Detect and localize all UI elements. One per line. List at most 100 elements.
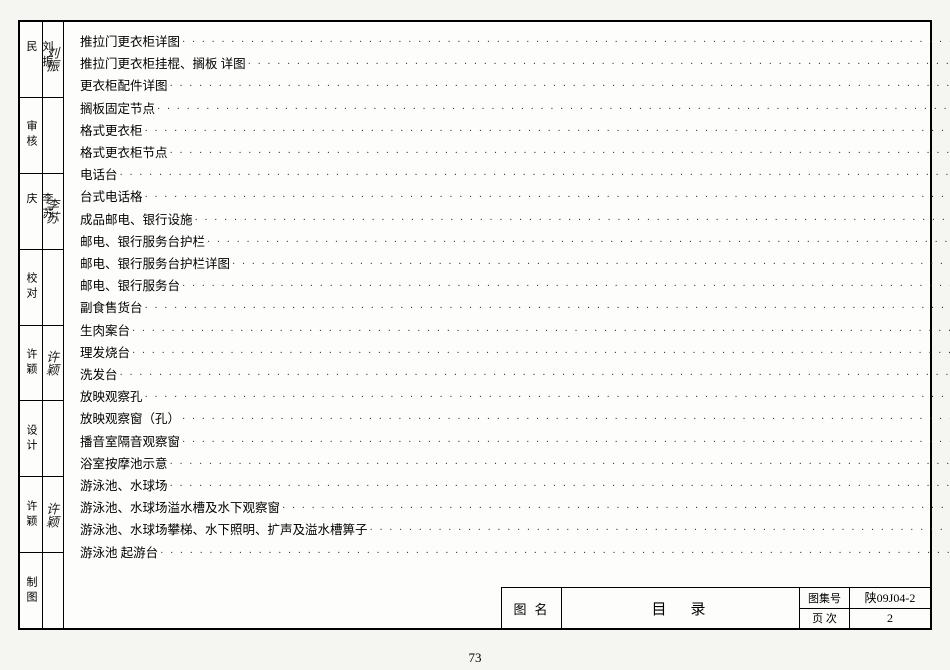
toc-title: 洗发台 bbox=[80, 365, 118, 385]
titleblock-set-label: 图集号 bbox=[800, 588, 850, 608]
toc-dots bbox=[130, 344, 950, 364]
toc-row: 播音室隔音观察窗90 bbox=[80, 432, 950, 454]
toc-title: 更衣柜配件详图 bbox=[80, 76, 168, 96]
toc-dots bbox=[180, 33, 950, 53]
sidebar-label: 许颖 bbox=[23, 500, 39, 530]
toc-row: 邮电、银行服务台护栏详图79 bbox=[80, 254, 950, 276]
toc-dots bbox=[143, 188, 950, 208]
toc-row: 副食售货台82 bbox=[80, 298, 950, 320]
toc-row: 邮电、银行服务台护栏78 bbox=[80, 232, 950, 254]
signature: 许颖 bbox=[42, 350, 61, 376]
toc-row: 洗发台87 bbox=[80, 365, 950, 387]
toc-title: 推拉门更衣柜详图 bbox=[80, 32, 180, 52]
toc-row: 搁板固定节点70 bbox=[80, 99, 950, 121]
toc-row: 放映观察窗（孔）89 bbox=[80, 409, 950, 431]
toc-row: 推拉门更衣柜挂棍、搁板 详图68 bbox=[80, 54, 950, 76]
sidebar-label: 许颖 bbox=[23, 348, 39, 378]
toc-title: 台式电话格 bbox=[80, 187, 143, 207]
toc-row: 台式电话格75 bbox=[80, 187, 950, 209]
sidebar-cell: 审核 bbox=[20, 98, 63, 174]
sidebar-cell: 刘振民 刘振 bbox=[20, 22, 63, 98]
toc-row: 生肉案台83 bbox=[80, 321, 950, 343]
titleblock-right: 图集号 陕09J04-2 页 次 2 bbox=[800, 588, 930, 628]
toc-dots bbox=[168, 77, 950, 97]
titleblock-set-value: 陕09J04-2 bbox=[850, 588, 930, 608]
toc-title: 成品邮电、银行设施 bbox=[80, 210, 193, 230]
toc-row: 游泳池、水球场92 bbox=[80, 476, 950, 498]
toc-title: 邮电、银行服务台 bbox=[80, 276, 180, 296]
toc-row: 成品邮电、银行设施77 bbox=[80, 210, 950, 232]
toc-dots bbox=[180, 433, 950, 453]
toc-dots bbox=[143, 299, 950, 319]
toc-title: 搁板固定节点 bbox=[80, 99, 155, 119]
toc-dots bbox=[158, 544, 950, 564]
sidebar-label: 审核 bbox=[23, 120, 39, 150]
toc-dots bbox=[143, 122, 950, 142]
toc-title: 邮电、银行服务台护栏 bbox=[80, 232, 205, 252]
toc-title: 浴室按摩池示意 bbox=[80, 454, 168, 474]
signature: 刘振 bbox=[42, 46, 61, 72]
toc-row: 放映观察孔88 bbox=[80, 387, 950, 409]
toc-title: 格式更衣柜节点 bbox=[80, 143, 168, 163]
sidebar-cell: 许颖 许颖 bbox=[20, 326, 63, 402]
toc-row: 电话台74 bbox=[80, 165, 950, 187]
toc-row: 游泳池、水球场溢水槽及水下观察窗93 bbox=[80, 498, 950, 520]
toc-row: 游泳池、水球场攀梯、水下照明、扩声及溢水槽箅子94 bbox=[80, 520, 950, 542]
toc-title: 放映观察孔 bbox=[80, 387, 143, 407]
toc-dots bbox=[246, 55, 950, 75]
signature: 许颖 bbox=[42, 502, 61, 528]
toc-dots bbox=[130, 322, 950, 342]
toc-title: 生肉案台 bbox=[80, 321, 130, 341]
toc-dots bbox=[205, 233, 950, 253]
toc-dots bbox=[180, 277, 950, 297]
toc-row: 更衣柜配件详图69 bbox=[80, 76, 950, 98]
toc-left-column: 推拉门更衣柜详图65推拉门更衣柜挂棍、搁板 详图68更衣柜配件详图69搁板固定节… bbox=[80, 32, 950, 578]
toc-title: 游泳池、水球场攀梯、水下照明、扩声及溢水槽箅子 bbox=[80, 520, 368, 540]
toc-dots bbox=[168, 144, 950, 164]
toc-title: 游泳池 起游台 bbox=[80, 543, 158, 563]
toc-dots bbox=[118, 366, 950, 386]
sidebar-cell: 设计 bbox=[20, 401, 63, 477]
toc-title: 格式更衣柜 bbox=[80, 121, 143, 141]
toc-dots bbox=[368, 521, 950, 541]
toc-row: 推拉门更衣柜详图65 bbox=[80, 32, 950, 54]
toc-title: 播音室隔音观察窗 bbox=[80, 432, 180, 452]
toc-row: 游泳池 起游台95 bbox=[80, 543, 950, 565]
toc-dots bbox=[230, 255, 950, 275]
drawing-frame: 刘振民 刘振 审核 李苏庆 李苏 校对 许颖 许颖 设计 许颖 许颖 bbox=[18, 20, 932, 630]
toc-dots bbox=[168, 477, 950, 497]
title-block: 图名 目录 图集号 陕09J04-2 页 次 2 bbox=[501, 587, 931, 629]
toc-dots bbox=[193, 211, 950, 231]
sidebar-cell: 许颖 许颖 bbox=[20, 477, 63, 553]
titleblock-page-value: 2 bbox=[850, 609, 930, 629]
titleblock-page-label: 页 次 bbox=[800, 609, 850, 629]
toc-title: 推拉门更衣柜挂棍、搁板 详图 bbox=[80, 54, 246, 74]
toc-dots bbox=[168, 455, 950, 475]
signature: 李苏 bbox=[42, 198, 61, 224]
sidebar-label: 设计 bbox=[23, 424, 39, 454]
sidebar-cell: 李苏庆 李苏 bbox=[20, 174, 63, 250]
toc-dots bbox=[143, 388, 950, 408]
toc-dots bbox=[280, 499, 950, 519]
sidebar-label: 校对 bbox=[23, 272, 39, 302]
toc-title: 邮电、银行服务台护栏详图 bbox=[80, 254, 230, 274]
toc-dots bbox=[118, 166, 950, 186]
toc-row: 浴室按摩池示意91 bbox=[80, 454, 950, 476]
toc-row: 理发烧台84 bbox=[80, 343, 950, 365]
toc-row: 格式更衣柜71 bbox=[80, 121, 950, 143]
toc-title: 电话台 bbox=[80, 165, 118, 185]
sidebar-cell: 制图 bbox=[20, 553, 63, 628]
sidebar-label: 制图 bbox=[23, 576, 39, 606]
footer-page-number: 73 bbox=[469, 650, 482, 666]
toc-row: 格式更衣柜节点73 bbox=[80, 143, 950, 165]
sidebar-cell: 校对 bbox=[20, 250, 63, 326]
toc-content: 推拉门更衣柜详图65推拉门更衣柜挂棍、搁板 详图68更衣柜配件详图69搁板固定节… bbox=[80, 32, 920, 578]
toc-title: 游泳池、水球场 bbox=[80, 476, 168, 496]
toc-title: 理发烧台 bbox=[80, 343, 130, 363]
approval-sidebar: 刘振民 刘振 审核 李苏庆 李苏 校对 许颖 许颖 设计 许颖 许颖 bbox=[20, 22, 64, 628]
toc-title: 游泳池、水球场溢水槽及水下观察窗 bbox=[80, 498, 280, 518]
titleblock-name-label: 图名 bbox=[502, 588, 562, 628]
titleblock-name-value: 目录 bbox=[562, 588, 800, 628]
toc-row: 邮电、银行服务台81 bbox=[80, 276, 950, 298]
toc-dots bbox=[180, 410, 950, 430]
